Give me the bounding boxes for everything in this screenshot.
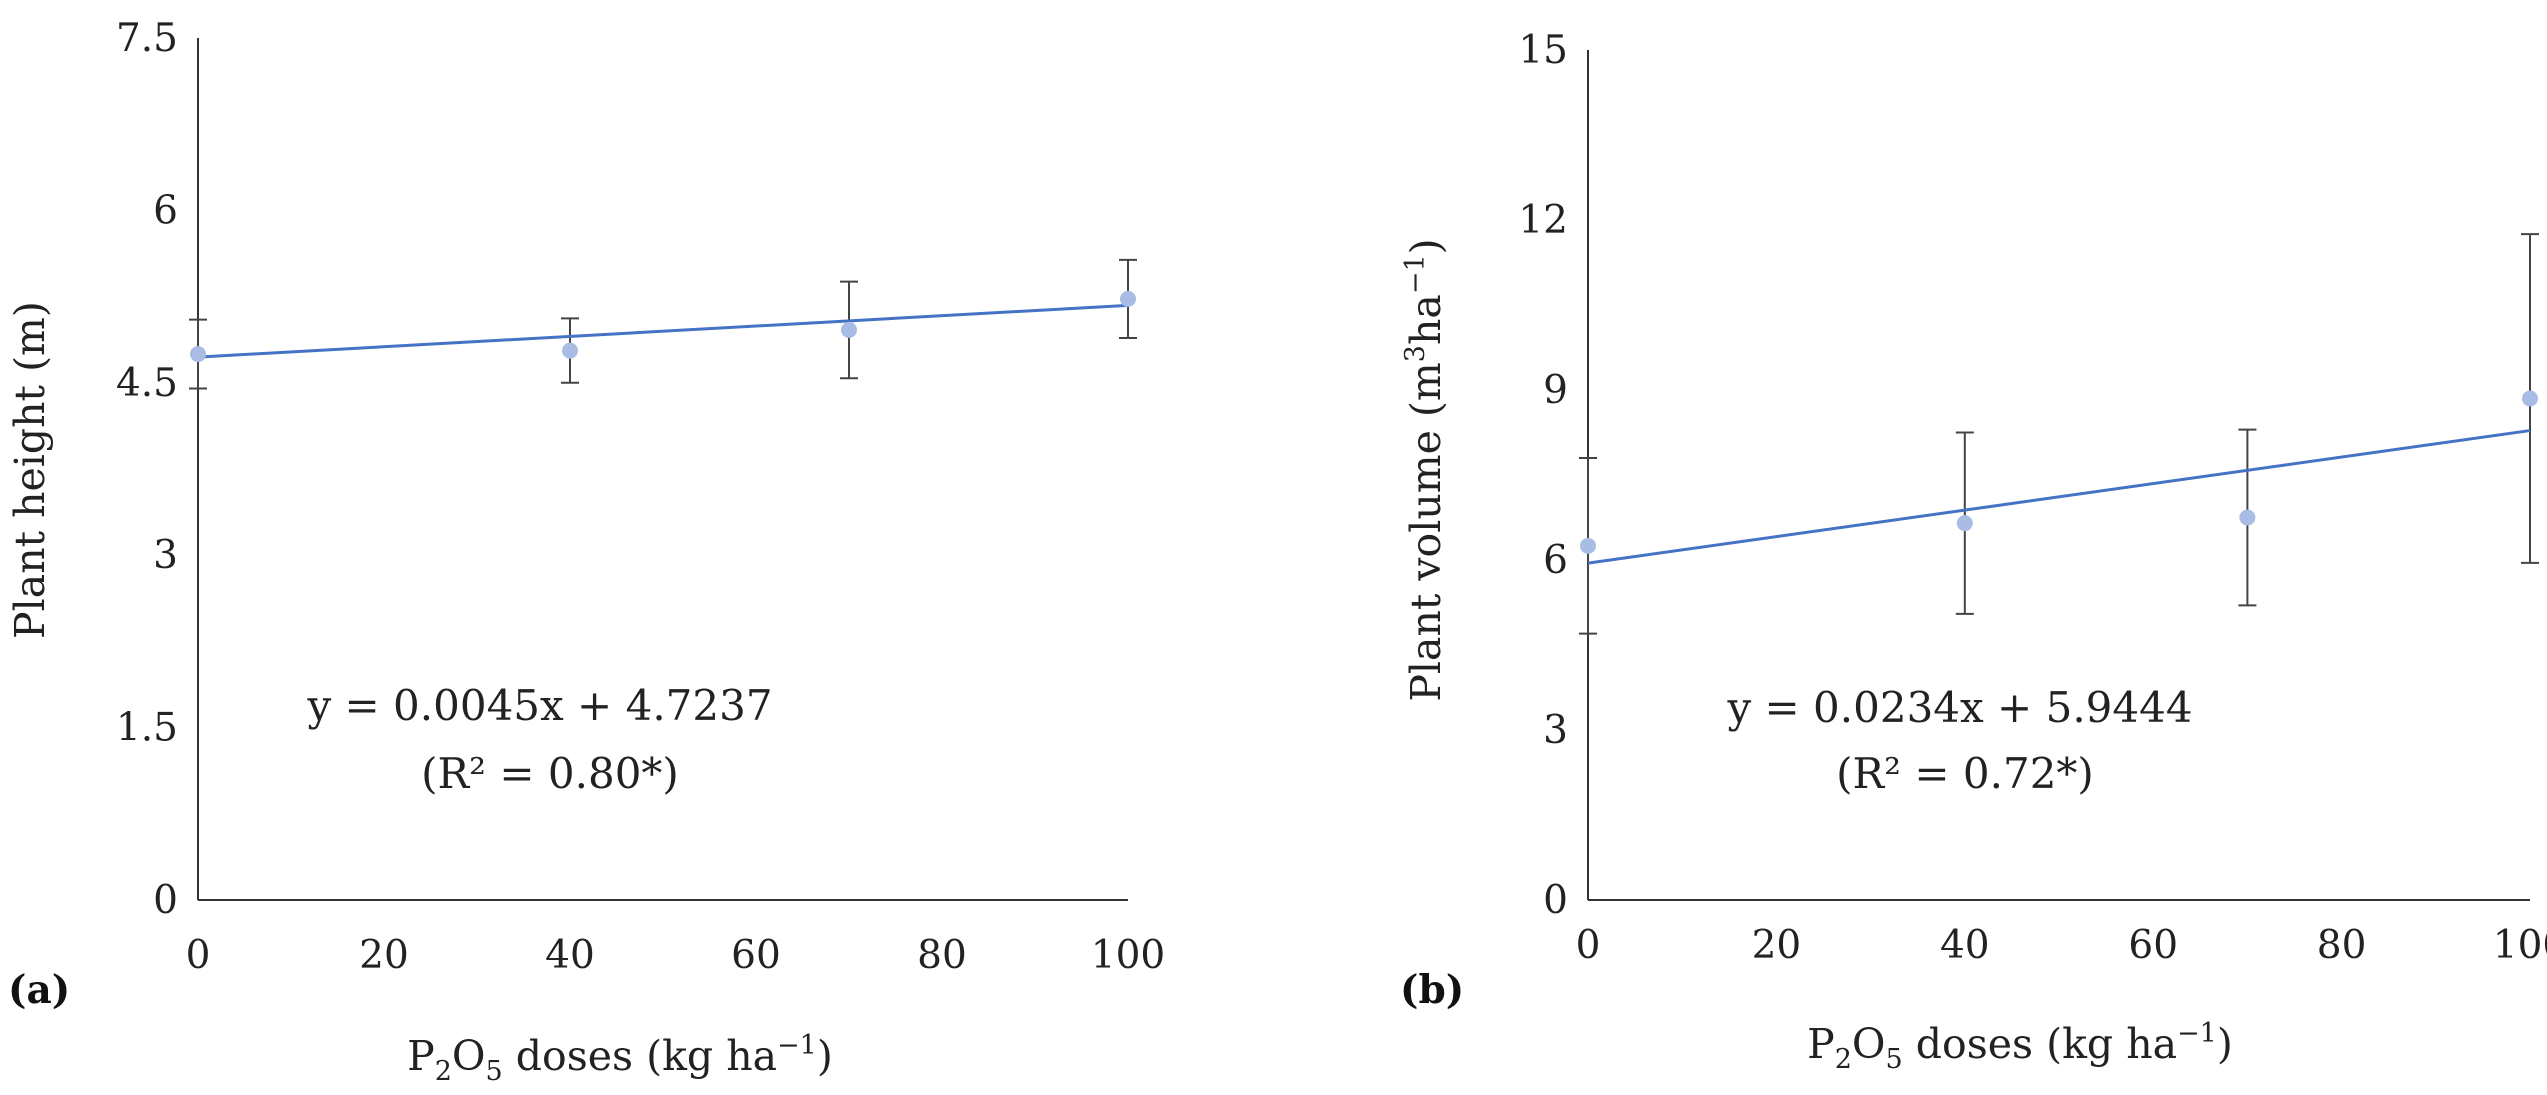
- panel-a-xtick-label: 100: [1091, 933, 1165, 978]
- panel-a-r2: (R² = 0.80*): [421, 749, 679, 798]
- panel-a-data-point: [562, 342, 578, 359]
- panel-b-data-point: [2239, 509, 2256, 526]
- panel-a-x-label: P2O5 doses (kg ha−1): [407, 1030, 833, 1087]
- panel-a-xtick-label: 40: [545, 933, 595, 978]
- panel-b-ytick-label: 12: [1518, 198, 1568, 243]
- panel-a-xtick-label: 80: [917, 933, 967, 978]
- panel-a-xtick-label: 20: [359, 933, 409, 978]
- panel-b-xtick-label: 0: [1576, 923, 1601, 968]
- panel-b-label: (b): [1400, 967, 1464, 1013]
- panel-a-ytick-label: 6: [153, 188, 178, 233]
- panel-a-xtick-label: 60: [731, 933, 781, 978]
- panel-a-ytick-label: 1.5: [116, 706, 178, 751]
- panel-a-data-point: [190, 346, 206, 363]
- panel-b-ytick-label: 0: [1543, 878, 1568, 923]
- panel-b-ytick-label: 6: [1543, 538, 1568, 583]
- panel-b-data-point: [2522, 390, 2538, 407]
- panel-b-xtick-label: 60: [2128, 923, 2178, 968]
- panel-a-ytick-label: 3: [153, 533, 178, 578]
- panel-b-xtick-label: 100: [2493, 923, 2547, 968]
- panel-b: 0 3 6 9 12 15 0 20 40 60 80 100 y = 0.0234x + 5.94…: [1400, 28, 2547, 1075]
- panel-b-equation: y = 0.0234x + 5.9444: [1726, 683, 2192, 732]
- panel-b-xtick-label: 20: [1752, 923, 1802, 968]
- panel-a-data-point: [841, 321, 857, 338]
- panel-a-equation: y = 0.0045x + 4.7237: [306, 681, 772, 730]
- panel-b-r2: (R² = 0.72*): [1836, 749, 2094, 798]
- panel-a-trendline: [197, 303, 1129, 359]
- panel-b-ytick-label: 15: [1518, 28, 1568, 73]
- panel-b-trendline: [1587, 429, 2531, 565]
- panel-a-xtick-label: 0: [186, 933, 211, 978]
- panel-b-ytick-label: 9: [1543, 368, 1568, 413]
- panel-a-label: (a): [8, 967, 70, 1013]
- panel-a-data-point: [1120, 290, 1136, 307]
- panel-b-data-point: [1956, 515, 1973, 532]
- panel-b-x-label: P2O5 doses (kg ha−1): [1807, 1018, 2233, 1075]
- panel-a-y-label: Plant height (m): [6, 301, 54, 639]
- panel-a-ytick-label: 0: [153, 878, 178, 923]
- panel-b-data-point: [1580, 537, 1596, 554]
- panel-b-ytick-label: 3: [1543, 708, 1568, 753]
- panel-b-y-label: Plant volume (m3ha−1): [1400, 238, 1450, 701]
- panel-a-ytick-label: 4.5: [116, 361, 178, 406]
- panel-b-xtick-label: 80: [2317, 923, 2367, 968]
- panel-a-ytick-label: 7.5: [116, 16, 178, 61]
- panel-a: 0 1.5 3 4.5 6 7.5 0 20 40 60 80 100 y = 0.0045x + …: [6, 16, 1165, 1087]
- panel-b-xtick-label: 40: [1940, 923, 1990, 968]
